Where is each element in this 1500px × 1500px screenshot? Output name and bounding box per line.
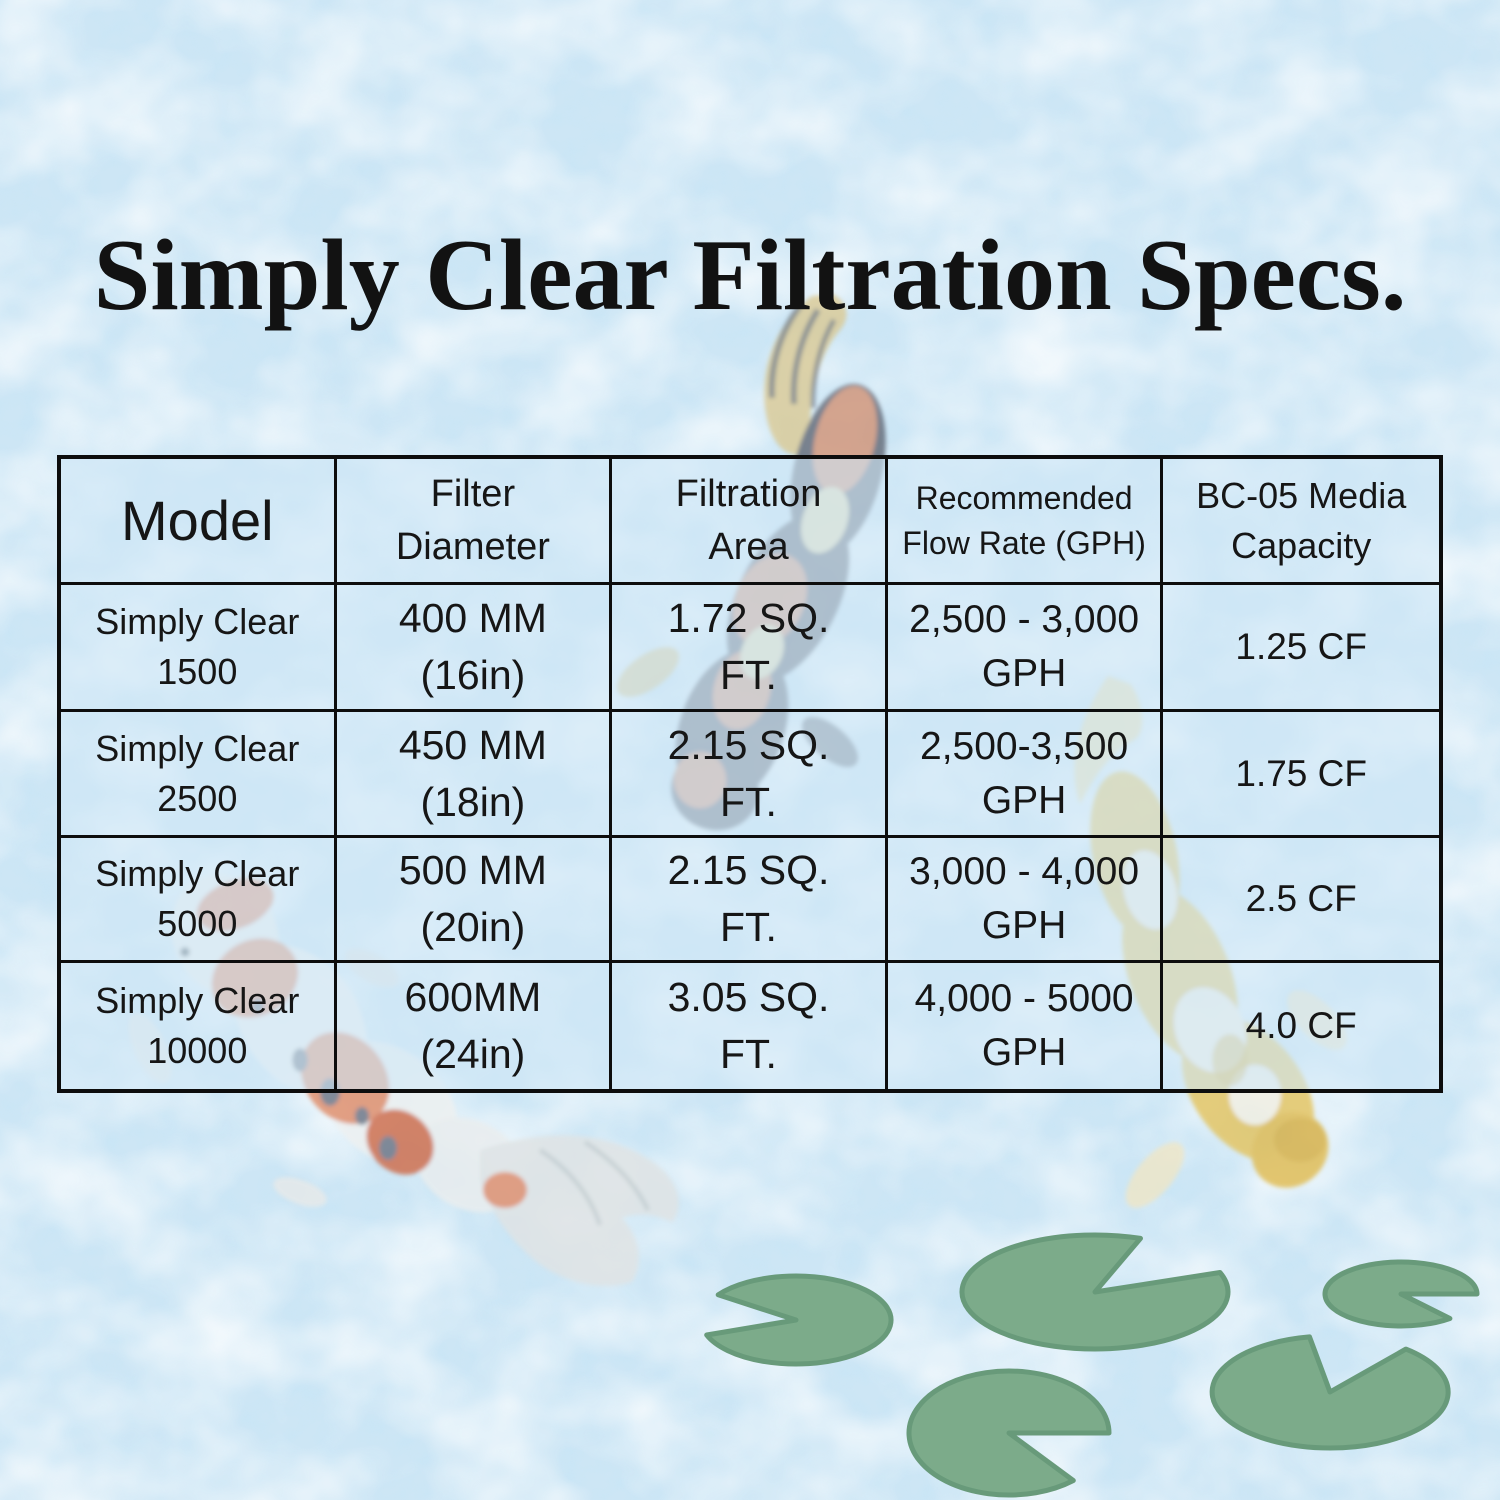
header-line: Model [121, 488, 274, 552]
cell-r3-model: Simply Clear 5000 [61, 838, 337, 963]
cell-line: 600MM [404, 974, 542, 1021]
header-media-capacity: BC-05 Media Capacity [1163, 459, 1439, 585]
cell-line: (18in) [420, 778, 526, 825]
filtration-specs-table: Model Filter Diameter Filtration Area Re… [57, 455, 1443, 1093]
cell-line: FT. [720, 1031, 777, 1077]
cell-line: Simply Clear [95, 601, 300, 643]
cell-line: 500 MM [398, 847, 547, 894]
cell-r4-model: Simply Clear 10000 [61, 963, 337, 1089]
cell-r4-capacity: 4.0 CF [1163, 963, 1439, 1089]
cell-line: 4.0 CF [1245, 1005, 1357, 1047]
cell-line: 3.05 SQ. [667, 974, 830, 1021]
cell-line: GPH [981, 778, 1067, 822]
cell-r2-diameter: 450 MM (18in) [336, 712, 613, 838]
cell-r1-diameter: 400 MM (16in) [336, 585, 613, 712]
lily-pad [704, 1273, 894, 1367]
cell-line: 1.25 CF [1235, 626, 1367, 668]
cell-line: 2.15 SQ. [667, 847, 830, 894]
cell-r3-flow: 3,000 - 4,000 GPH [887, 838, 1164, 963]
lily-pad [906, 1368, 1112, 1498]
cell-line: Simply Clear [95, 980, 300, 1022]
cell-line: GPH [981, 1031, 1067, 1074]
cell-line: FT. [720, 904, 777, 950]
cell-line: 2.5 CF [1245, 878, 1357, 920]
cell-r2-area: 2.15 SQ. FT. [612, 712, 888, 838]
cell-r3-area: 2.15 SQ. FT. [612, 838, 888, 963]
cell-r1-model: Simply Clear 1500 [61, 585, 337, 712]
cell-line: FT. [720, 652, 777, 698]
cell-line: (20in) [420, 904, 526, 950]
cell-line: Simply Clear [95, 727, 300, 769]
cell-r4-area: 3.05 SQ. FT. [612, 963, 888, 1089]
cell-r1-area: 1.72 SQ. FT. [612, 585, 888, 712]
lily-pads-illustration [704, 1232, 1480, 1498]
cell-r3-diameter: 500 MM (20in) [336, 838, 613, 963]
cell-r4-flow: 4,000 - 5000 GPH [887, 963, 1164, 1089]
cell-line: FT. [720, 778, 777, 825]
cell-line: 1500 [157, 651, 238, 692]
cell-line: 3,000 - 4,000 [909, 850, 1140, 894]
header-line: Area [708, 525, 789, 568]
cell-r3-capacity: 2.5 CF [1163, 838, 1439, 963]
cell-r1-flow: 2,500 - 3,000 GPH [887, 585, 1164, 712]
lily-pad [959, 1232, 1231, 1352]
cell-line: 10000 [147, 1030, 248, 1071]
cell-r2-model: Simply Clear 2500 [61, 712, 337, 838]
header-line: Filter [430, 473, 516, 516]
cell-line: (16in) [420, 652, 526, 698]
lily-pad [1209, 1334, 1451, 1451]
cell-line: 5000 [157, 903, 238, 944]
header-line: Filtration [675, 473, 822, 516]
cell-line: 2.15 SQ. [667, 721, 830, 768]
header-filtration-area: Filtration Area [612, 459, 888, 585]
cell-line: (24in) [420, 1031, 526, 1077]
lily-pad [1322, 1259, 1480, 1329]
cell-line: 450 MM [398, 721, 547, 768]
header-line: Diameter [395, 525, 550, 568]
cell-r4-diameter: 600MM (24in) [336, 963, 613, 1089]
cell-line: 1.75 CF [1235, 752, 1367, 794]
header-line: Recommended [915, 480, 1133, 517]
header-model: Model [61, 459, 337, 585]
page-title: Simply Clear Filtration Specs. [93, 219, 1407, 333]
cell-line: 4,000 - 5000 [914, 977, 1134, 1021]
header-filter-diameter: Filter Diameter [336, 459, 613, 585]
cell-line: Simply Clear [95, 853, 300, 895]
cell-line: 2500 [157, 777, 238, 819]
cell-line: 1.72 SQ. [667, 595, 830, 642]
cell-line: 2,500 - 3,000 [909, 598, 1140, 642]
header-line: Flow Rate (GPH) [902, 524, 1146, 561]
cell-r2-capacity: 1.75 CF [1163, 712, 1439, 838]
header-line: Capacity [1231, 524, 1372, 566]
cell-r2-flow: 2,500-3,500 GPH [887, 712, 1164, 838]
cell-line: 2,500-3,500 [920, 724, 1129, 768]
cell-line: 400 MM [398, 595, 547, 642]
header-flow-rate: Recommended Flow Rate (GPH) [887, 459, 1164, 585]
cell-line: GPH [981, 652, 1067, 695]
cell-r1-capacity: 1.25 CF [1163, 585, 1439, 712]
cell-line: GPH [981, 904, 1067, 947]
header-line: BC-05 Media [1196, 474, 1407, 516]
